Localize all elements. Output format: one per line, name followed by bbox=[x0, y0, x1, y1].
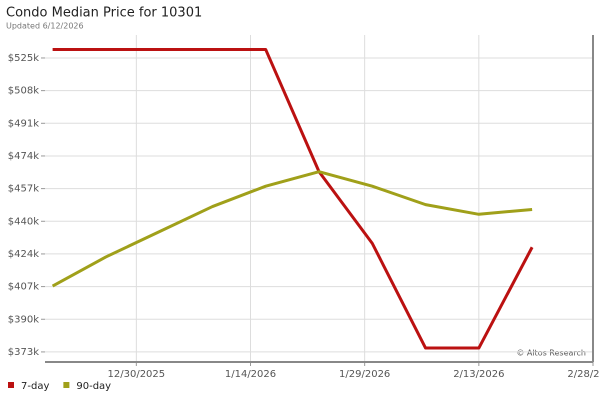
series-line bbox=[52, 48, 534, 350]
x-tick-label: 2/28/2026 bbox=[567, 369, 600, 380]
y-tick-label: $457k bbox=[8, 184, 39, 195]
y-tick-label: $390k bbox=[8, 314, 39, 325]
chart-subtitle: Updated 6/12/2026 bbox=[6, 22, 84, 31]
y-tick-label: $508k bbox=[8, 86, 39, 97]
y-tick-label: $373k bbox=[8, 347, 39, 358]
legend-swatch bbox=[63, 382, 70, 388]
y-tick-label: $424k bbox=[8, 249, 39, 260]
x-tick-label: 2/13/2026 bbox=[453, 369, 504, 380]
x-tick-label: 12/30/2025 bbox=[108, 369, 166, 380]
annotation: © Altos Research bbox=[516, 349, 586, 358]
y-tick-label: $440k bbox=[8, 216, 39, 227]
legend-label: 7-day bbox=[21, 381, 49, 392]
x-tick-label: 1/29/2026 bbox=[339, 369, 390, 380]
legend-label: 90-day bbox=[76, 381, 111, 392]
y-tick-label: $474k bbox=[8, 151, 39, 162]
y-tick-label: $491k bbox=[8, 118, 39, 129]
y-tick-label: $407k bbox=[8, 282, 39, 293]
series-line bbox=[51, 170, 533, 288]
chart-title: Condo Median Price for 10301 bbox=[6, 6, 202, 21]
legend-swatch bbox=[8, 382, 14, 388]
x-tick-label: 1/14/2026 bbox=[225, 369, 276, 380]
y-tick-label: $525k bbox=[8, 53, 39, 64]
